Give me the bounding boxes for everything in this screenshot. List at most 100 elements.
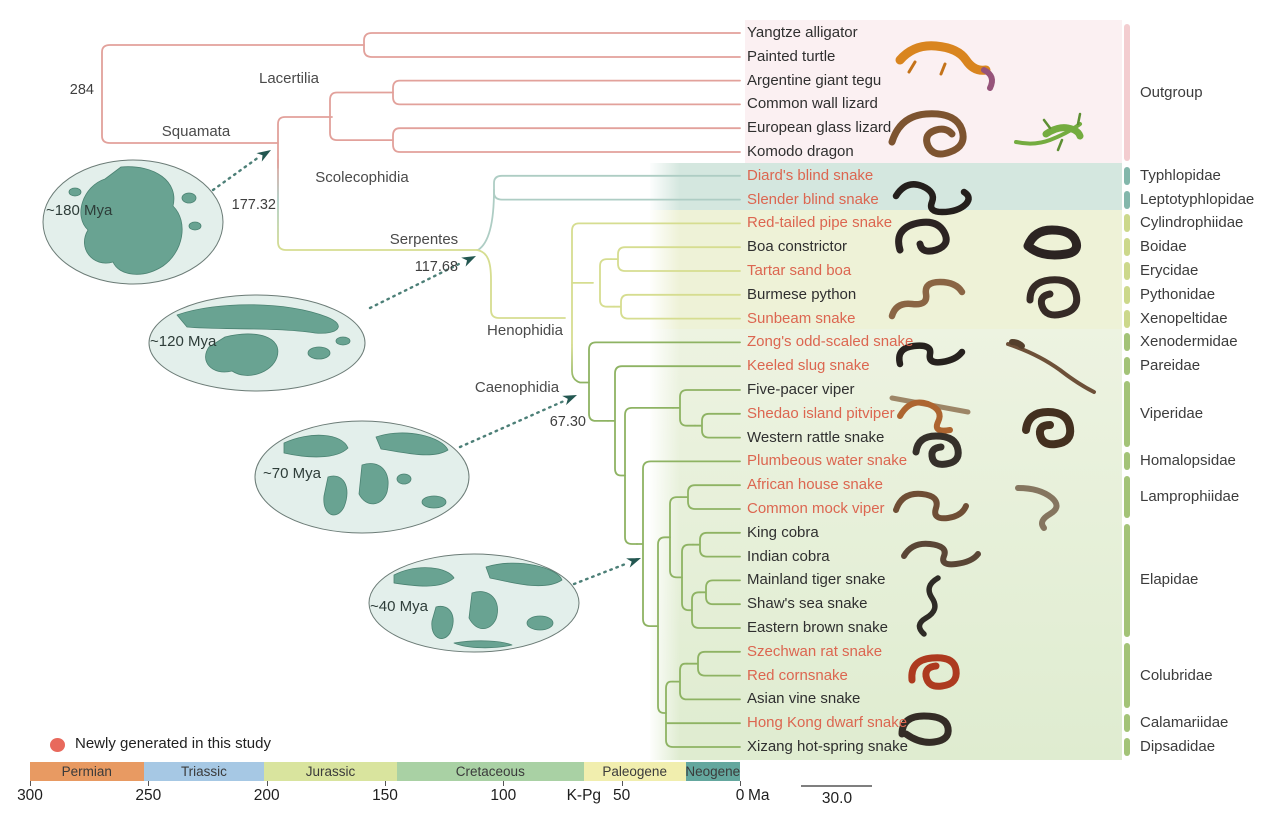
axis-tick-label: 50: [613, 787, 631, 804]
family-bar-dipsadidae: [1124, 738, 1130, 756]
period-triassic: Triassic: [143, 762, 265, 781]
family-label: Outgroup: [1140, 83, 1203, 101]
species-label: Indian cobra: [747, 547, 830, 565]
species-label: European glass lizard: [747, 119, 892, 137]
period-jurassic: Jurassic: [264, 762, 397, 781]
species-label: Hong Kong dwarf snake: [747, 714, 908, 732]
photo-orange-lizard: [895, 41, 995, 91]
photo-sea-snake: [916, 575, 941, 637]
arrow-120mya-head: [461, 256, 476, 267]
paleomap-70mya: [254, 420, 470, 534]
axis-tick: [503, 781, 505, 786]
photo-red-rat-snake: [908, 654, 960, 690]
species-label: Boa constrictor: [747, 238, 848, 256]
species-label: Asian vine snake: [747, 690, 861, 708]
species-label: Sunbeam snake: [747, 309, 856, 327]
family-label: Homalopsidae: [1140, 452, 1236, 470]
axis-tick-label: 0: [735, 787, 745, 804]
family-bar-colubridae: [1124, 642, 1130, 709]
family-bar-elapidae: [1124, 523, 1130, 637]
period-paleogene: Paleogene: [583, 762, 686, 781]
species-label: Common wall lizard: [747, 95, 878, 113]
photo-five-pacer-viper: [889, 395, 971, 434]
arrow-180mya-head: [256, 150, 271, 162]
species-label: Western rattle snake: [747, 428, 885, 446]
axis-tick-label: 200: [253, 787, 280, 804]
tree-caenophidia-stem: [571, 344, 590, 384]
axis-tick: [740, 781, 741, 786]
family-bar-lamprophiidae: [1124, 476, 1130, 518]
family-label: Cylindrophiidae: [1140, 214, 1244, 232]
arrow-40mya-line: [572, 561, 630, 586]
arrow-180mya-line: [211, 155, 261, 192]
species-label: Argentine giant tegu: [747, 71, 882, 89]
species-label: Yangtze alligator: [747, 24, 858, 41]
species-label: Common mock viper: [747, 500, 885, 517]
species-label: African house snake: [747, 476, 883, 494]
photo-rattlesnake: [912, 432, 962, 468]
clade-label-squamata: Squamata: [161, 123, 231, 140]
family-bar-leptotyphlopidae: [1124, 190, 1130, 209]
species-label: Plumbeous water snake: [747, 452, 908, 470]
clade-label-henophidia: Henophidia: [487, 322, 563, 339]
photo-odd-scaled-snake: [896, 342, 966, 368]
paleomap-120mya: [148, 294, 366, 392]
species-label: Burmese python: [747, 285, 857, 303]
photo-glass-lizard: [888, 110, 967, 158]
family-bar-xenodermidae: [1124, 333, 1130, 352]
photo-king-cobra: [901, 540, 981, 568]
species-label: Shaw's sea snake: [747, 595, 868, 613]
family-label: Dipsadidae: [1140, 738, 1216, 755]
period-cretaceous: Cretaceous: [396, 762, 584, 781]
arrow-120mya-line: [368, 260, 465, 310]
photo-dwarf-snake: [898, 712, 952, 746]
species-label: Xizang hot-spring snake: [747, 738, 908, 755]
node-age-caenophidia: 67.30: [549, 414, 586, 430]
clade-label-caenophidia: Caenophidia: [474, 379, 560, 396]
axis-tick: [266, 781, 268, 786]
arrow-70mya-line: [458, 399, 566, 449]
photo-house-snake: [893, 490, 969, 522]
axis-unit-label: Ma: [748, 787, 770, 804]
family-label: Pareidae: [1140, 357, 1201, 375]
photo-mock-viper: [1015, 485, 1060, 531]
photo-green-lizard: [1014, 112, 1084, 152]
family-label: Viperidae: [1140, 404, 1204, 422]
family-label: Erycidae: [1140, 262, 1199, 279]
axis-tick-label: 250: [135, 787, 162, 804]
map-label-120mya: ~120 Mya: [150, 333, 217, 350]
map-label-40mya: ~40 Mya: [370, 598, 428, 615]
family-bar-pareidae: [1124, 357, 1130, 376]
species-label: Tartar sand boa: [747, 262, 852, 279]
node-age-serpentes: 117.68: [414, 259, 458, 275]
tree-henophidia-branches: [476, 222, 741, 346]
period-permian: Permian: [30, 762, 144, 781]
species-label: Mainland tiger snake: [747, 571, 886, 589]
paleomap-40mya: [368, 553, 580, 653]
axis-tick-label: 300: [17, 787, 43, 804]
species-label: Zong's odd-scaled snake: [747, 333, 914, 351]
species-label: Keeled slug snake: [747, 357, 870, 375]
family-label: Xenodermidae: [1140, 333, 1238, 351]
photo-slug-snake-twig: [1006, 339, 1096, 394]
axis-tick-label: 100: [490, 787, 517, 804]
map-label-70mya: ~70 Mya: [263, 465, 321, 482]
family-bar-calamariidae: [1124, 714, 1130, 733]
family-bar-cylindrophiidae: [1124, 214, 1130, 233]
axis-tick: [621, 781, 623, 786]
tree-caenophidia-branches: [588, 341, 741, 748]
species-label: Red cornsnake: [747, 666, 848, 684]
family-bar-xenopeltidae: [1124, 309, 1130, 328]
species-label: Szechwan rat snake: [747, 642, 883, 660]
species-label: Diard's blind snake: [747, 166, 874, 184]
family-bar-outgroup: [1124, 24, 1130, 161]
family-label: Lamprophiidae: [1140, 488, 1240, 506]
calibration-arrows: [211, 150, 641, 586]
map-label-180mya: ~180 Mya: [46, 202, 113, 219]
axis-tick: [148, 781, 150, 786]
family-bar-pythonidae: [1124, 285, 1130, 304]
clade-label-serpentes: Serpentes: [389, 231, 459, 248]
legend-newly-dot: [50, 738, 65, 752]
family-bar-viperidae: [1124, 381, 1130, 447]
